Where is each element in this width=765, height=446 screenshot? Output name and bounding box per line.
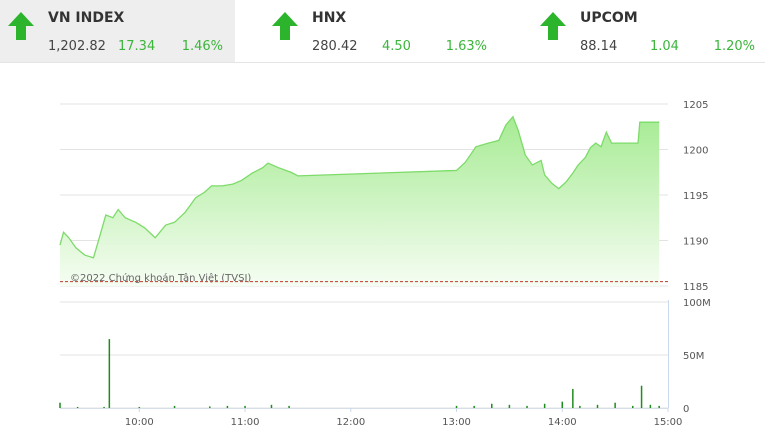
index-name: HNX xyxy=(312,10,346,26)
up-arrow xyxy=(272,12,298,40)
volume-bar xyxy=(508,404,511,408)
volume-bar xyxy=(270,404,273,408)
index-name: UPCOM xyxy=(580,10,638,26)
volume-bar xyxy=(649,404,652,408)
x-tick-label: 11:00 xyxy=(231,417,260,428)
volume-bar xyxy=(138,406,141,408)
volume-bar xyxy=(244,405,246,408)
index-value: 1,202.82 xyxy=(48,39,106,54)
price-area xyxy=(60,116,660,287)
volume-bar xyxy=(614,402,616,408)
y-tick-label: 0 xyxy=(683,404,689,415)
y-tick-label: 1205 xyxy=(683,100,708,111)
volume-bar xyxy=(579,405,581,408)
volume-bar xyxy=(561,401,564,408)
volume-bar xyxy=(473,405,475,408)
header-active-bg xyxy=(0,0,235,62)
volume-bar xyxy=(209,406,211,408)
index-percent: 1.46% xyxy=(182,39,223,54)
index-value: 88.14 xyxy=(580,39,617,54)
volume-bar xyxy=(103,406,105,408)
volume-bar xyxy=(173,405,176,408)
volume-bar xyxy=(572,388,574,408)
y-tick-label: 1185 xyxy=(683,282,708,293)
index-percent: 1.63% xyxy=(446,39,487,54)
volume-bar xyxy=(596,404,599,408)
index-change: 4.50 xyxy=(382,39,411,54)
y-tick-label: 1190 xyxy=(683,237,708,248)
volume-bar xyxy=(455,405,458,408)
x-tick-label: 13:00 xyxy=(442,417,471,428)
copyright: ©2022 Chứng khoán Tân Việt (TVSI) xyxy=(70,272,251,284)
up-arrow xyxy=(540,12,566,40)
x-tick-label: 10:00 xyxy=(125,417,154,428)
volume-bar xyxy=(288,405,290,408)
volume-bar xyxy=(658,405,660,408)
index-percent: 1.20% xyxy=(714,39,755,54)
volume-bar xyxy=(543,403,546,408)
index-change: 1.04 xyxy=(650,39,679,54)
x-tick-label: 14:00 xyxy=(548,417,577,428)
header: VN INDEX 1,202.82 17.34 1.46% HNX 280.42 4.50 1… xyxy=(8,10,755,54)
volume-bar xyxy=(491,403,493,408)
index-value: 280.42 xyxy=(312,39,358,54)
y-tick-label: 1195 xyxy=(683,191,708,202)
x-tick-label: 12:00 xyxy=(336,417,365,428)
volume-bar xyxy=(76,406,79,408)
y-tick-label: 100M xyxy=(683,298,711,309)
index-name: VN INDEX xyxy=(48,10,125,26)
x-tick-label: 15:00 xyxy=(654,417,683,428)
volume-bar xyxy=(226,405,229,408)
volume-bar xyxy=(59,402,61,408)
volume-bar xyxy=(640,385,643,408)
y-tick-label: 50M xyxy=(683,351,704,362)
y-tick-label: 1200 xyxy=(683,146,708,157)
up-arrow xyxy=(8,12,34,40)
index-change: 17.34 xyxy=(118,39,155,54)
volume-bar xyxy=(632,405,634,408)
volume-bar xyxy=(526,405,528,408)
volume-bar xyxy=(108,339,111,408)
price-line xyxy=(59,115,660,259)
